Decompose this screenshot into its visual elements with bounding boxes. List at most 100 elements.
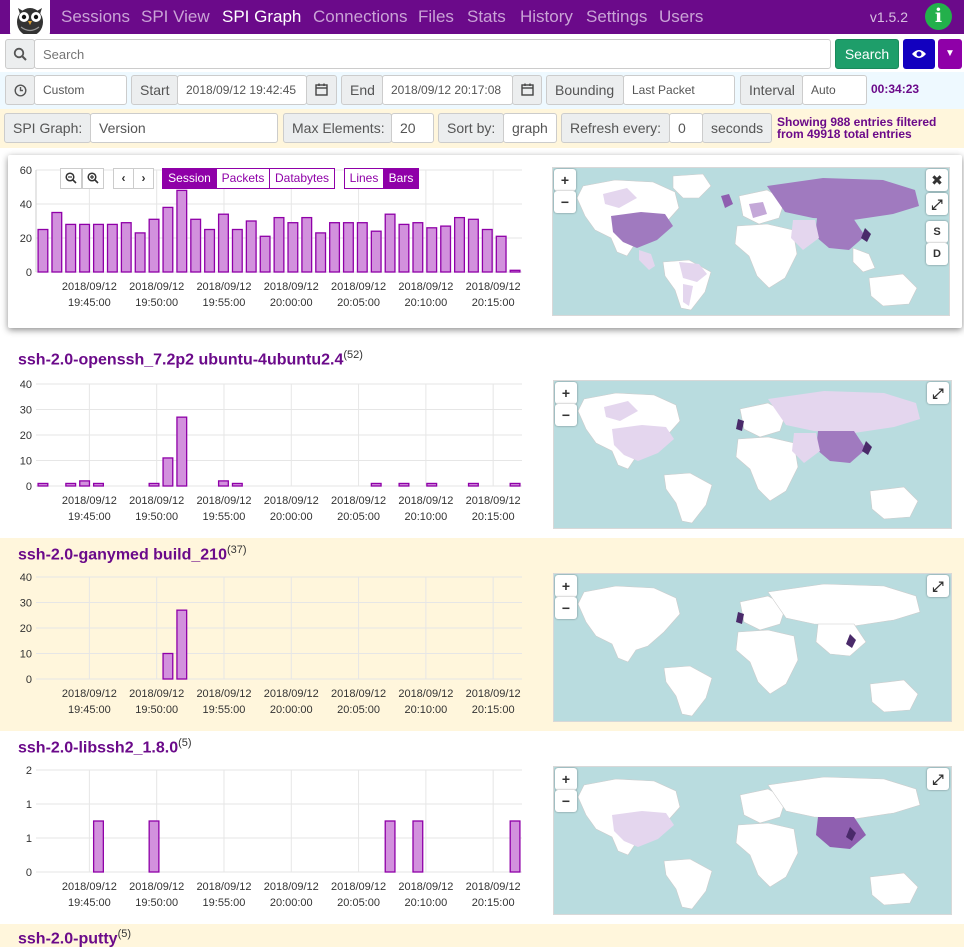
time-range-select[interactable]: Custom [34,75,127,105]
nav-settings[interactable]: Settings [586,7,648,26]
search-input[interactable] [34,39,831,69]
section-title[interactable]: ssh-2.0-libssh2_1.8.0(5) [18,737,192,757]
x-tick-time: 20:05:00 [337,511,380,523]
x-tick-date: 2018/09/12 [331,688,386,700]
x-tick-date: 2018/09/12 [331,495,386,507]
info-icon[interactable]: i [925,3,952,30]
world-map-total[interactable]: + − ✖ ⤢ S D [552,167,950,316]
y-tick-label: 60 [20,165,32,177]
nav-files[interactable]: Files [418,7,454,26]
bar [384,213,396,273]
x-tick-time: 20:00:00 [270,297,313,309]
world-map-openssh[interactable]: + − ⤢ [553,380,952,529]
chevron-right-icon[interactable]: › [133,168,154,189]
eye-icon[interactable] [903,39,935,69]
x-tick-time: 20:10:00 [404,511,447,523]
start-time-input[interactable]: 2018/09/12 19:42:45 [177,75,307,105]
x-tick-time: 19:50:00 [135,897,178,909]
x-tick-date: 2018/09/12 [62,495,117,507]
nav-connections[interactable]: Connections [313,7,408,26]
zoom-out-icon[interactable] [60,168,82,189]
x-tick-date: 2018/09/12 [129,281,184,293]
x-tick-date: 2018/09/12 [129,495,184,507]
max-elements-input[interactable]: 20 [391,113,434,143]
x-tick-date: 2018/09/12 [196,688,251,700]
world-map-ganymed[interactable]: + − ⤢ [553,573,952,722]
refresh-input[interactable]: 0 [669,113,703,143]
spi-graph-field-input[interactable]: Version [90,113,278,143]
x-tick-time: 19:55:00 [203,897,246,909]
nav-stats[interactable]: Stats [467,7,506,26]
expand-icon[interactable]: ⤢ [926,193,948,215]
bar [162,652,174,680]
x-tick-time: 20:05:00 [337,704,380,716]
spi-row: SPI Graph: Version Max Elements: 20 Sort… [0,109,964,148]
nav-users[interactable]: Users [659,7,704,26]
x-tick-date: 2018/09/12 [196,281,251,293]
bar [92,820,104,873]
chevron-down-icon[interactable]: ▼ [938,39,962,69]
bounding-select[interactable]: Last Packet [623,75,735,105]
ganymed-chart: 0 10 20 30 40 2018/09/12 19:45:00 2018/09/12 19:… [20,572,522,716]
section-count: (37) [226,544,247,556]
map-zoom-in-button[interactable]: + [554,169,576,191]
start-calendar-icon[interactable] [306,75,337,105]
section-title[interactable]: ssh-2.0-ganymed build_210(37) [18,544,247,564]
end-label: End [341,75,383,105]
end-calendar-icon[interactable] [512,75,542,105]
expand-icon[interactable]: ⤢ [927,382,949,404]
bars-toggle[interactable]: Bars [383,168,419,189]
section-title[interactable]: ssh-2.0-putty(5) [18,928,131,948]
close-icon[interactable]: ✖ [926,169,948,191]
expand-icon[interactable]: ⤢ [927,575,949,597]
zoom-in-icon[interactable] [82,168,104,189]
map-zoom-in-button[interactable]: + [555,575,577,597]
x-tick-date: 2018/09/12 [398,688,453,700]
nav-sessions[interactable]: Sessions [61,7,130,26]
x-tick-time: 20:05:00 [337,897,380,909]
bar [481,228,493,273]
x-tick-time: 19:55:00 [203,511,246,523]
search-button[interactable]: Search [835,39,899,69]
nav-spi-view[interactable]: SPI View [141,7,210,26]
world-map-libssh2[interactable]: + − ⤢ [553,766,952,915]
map-zoom-out-button[interactable]: − [554,191,576,213]
section-count: (5) [178,737,192,749]
x-tick-date: 2018/09/12 [466,688,521,700]
map-zoom-out-button[interactable]: − [555,404,577,426]
packets-toggle[interactable]: Packets [216,168,270,189]
map-zoom-in-button[interactable]: + [555,382,577,404]
map-zoom-out-button[interactable]: − [555,597,577,619]
owl-logo[interactable] [10,0,50,38]
bar [384,820,396,873]
bar [342,222,354,273]
bar [467,482,479,487]
nav-history[interactable]: History [520,7,573,26]
x-tick-time: 19:55:00 [203,704,246,716]
sort-by-select[interactable]: graph [503,113,557,143]
world-map-shapes [576,173,919,311]
chevron-left-icon[interactable]: ‹ [113,168,134,189]
x-tick-time: 19:45:00 [68,897,111,909]
map-zoom-out-button[interactable]: − [555,790,577,812]
section-title[interactable]: ssh-2.0-openssh_7.2p2 ubuntu-4ubuntu2.4(… [18,349,363,369]
session-toggle[interactable]: Session [162,168,217,189]
databytes-toggle[interactable]: Databytes [269,168,335,189]
bar [412,222,424,273]
lines-toggle[interactable]: Lines [344,168,384,189]
bar [467,218,479,273]
bar [65,482,77,487]
bar [106,223,118,273]
map-zoom-in-button[interactable]: + [555,768,577,790]
interval-select[interactable]: Auto [802,75,867,105]
bounding-label: Bounding [546,75,624,105]
bar [231,482,243,487]
x-tick-date: 2018/09/12 [466,881,521,893]
x-tick-date: 2018/09/12 [62,688,117,700]
map-src-toggle[interactable]: S [926,221,948,243]
end-time-input[interactable]: 2018/09/12 20:17:08 [382,75,513,105]
nav-spi-graph[interactable]: SPI Graph [222,7,302,26]
time-row: Custom Start 2018/09/12 19:42:45 End 201… [0,72,964,109]
map-dst-toggle[interactable]: D [926,243,948,265]
expand-icon[interactable]: ⤢ [927,768,949,790]
